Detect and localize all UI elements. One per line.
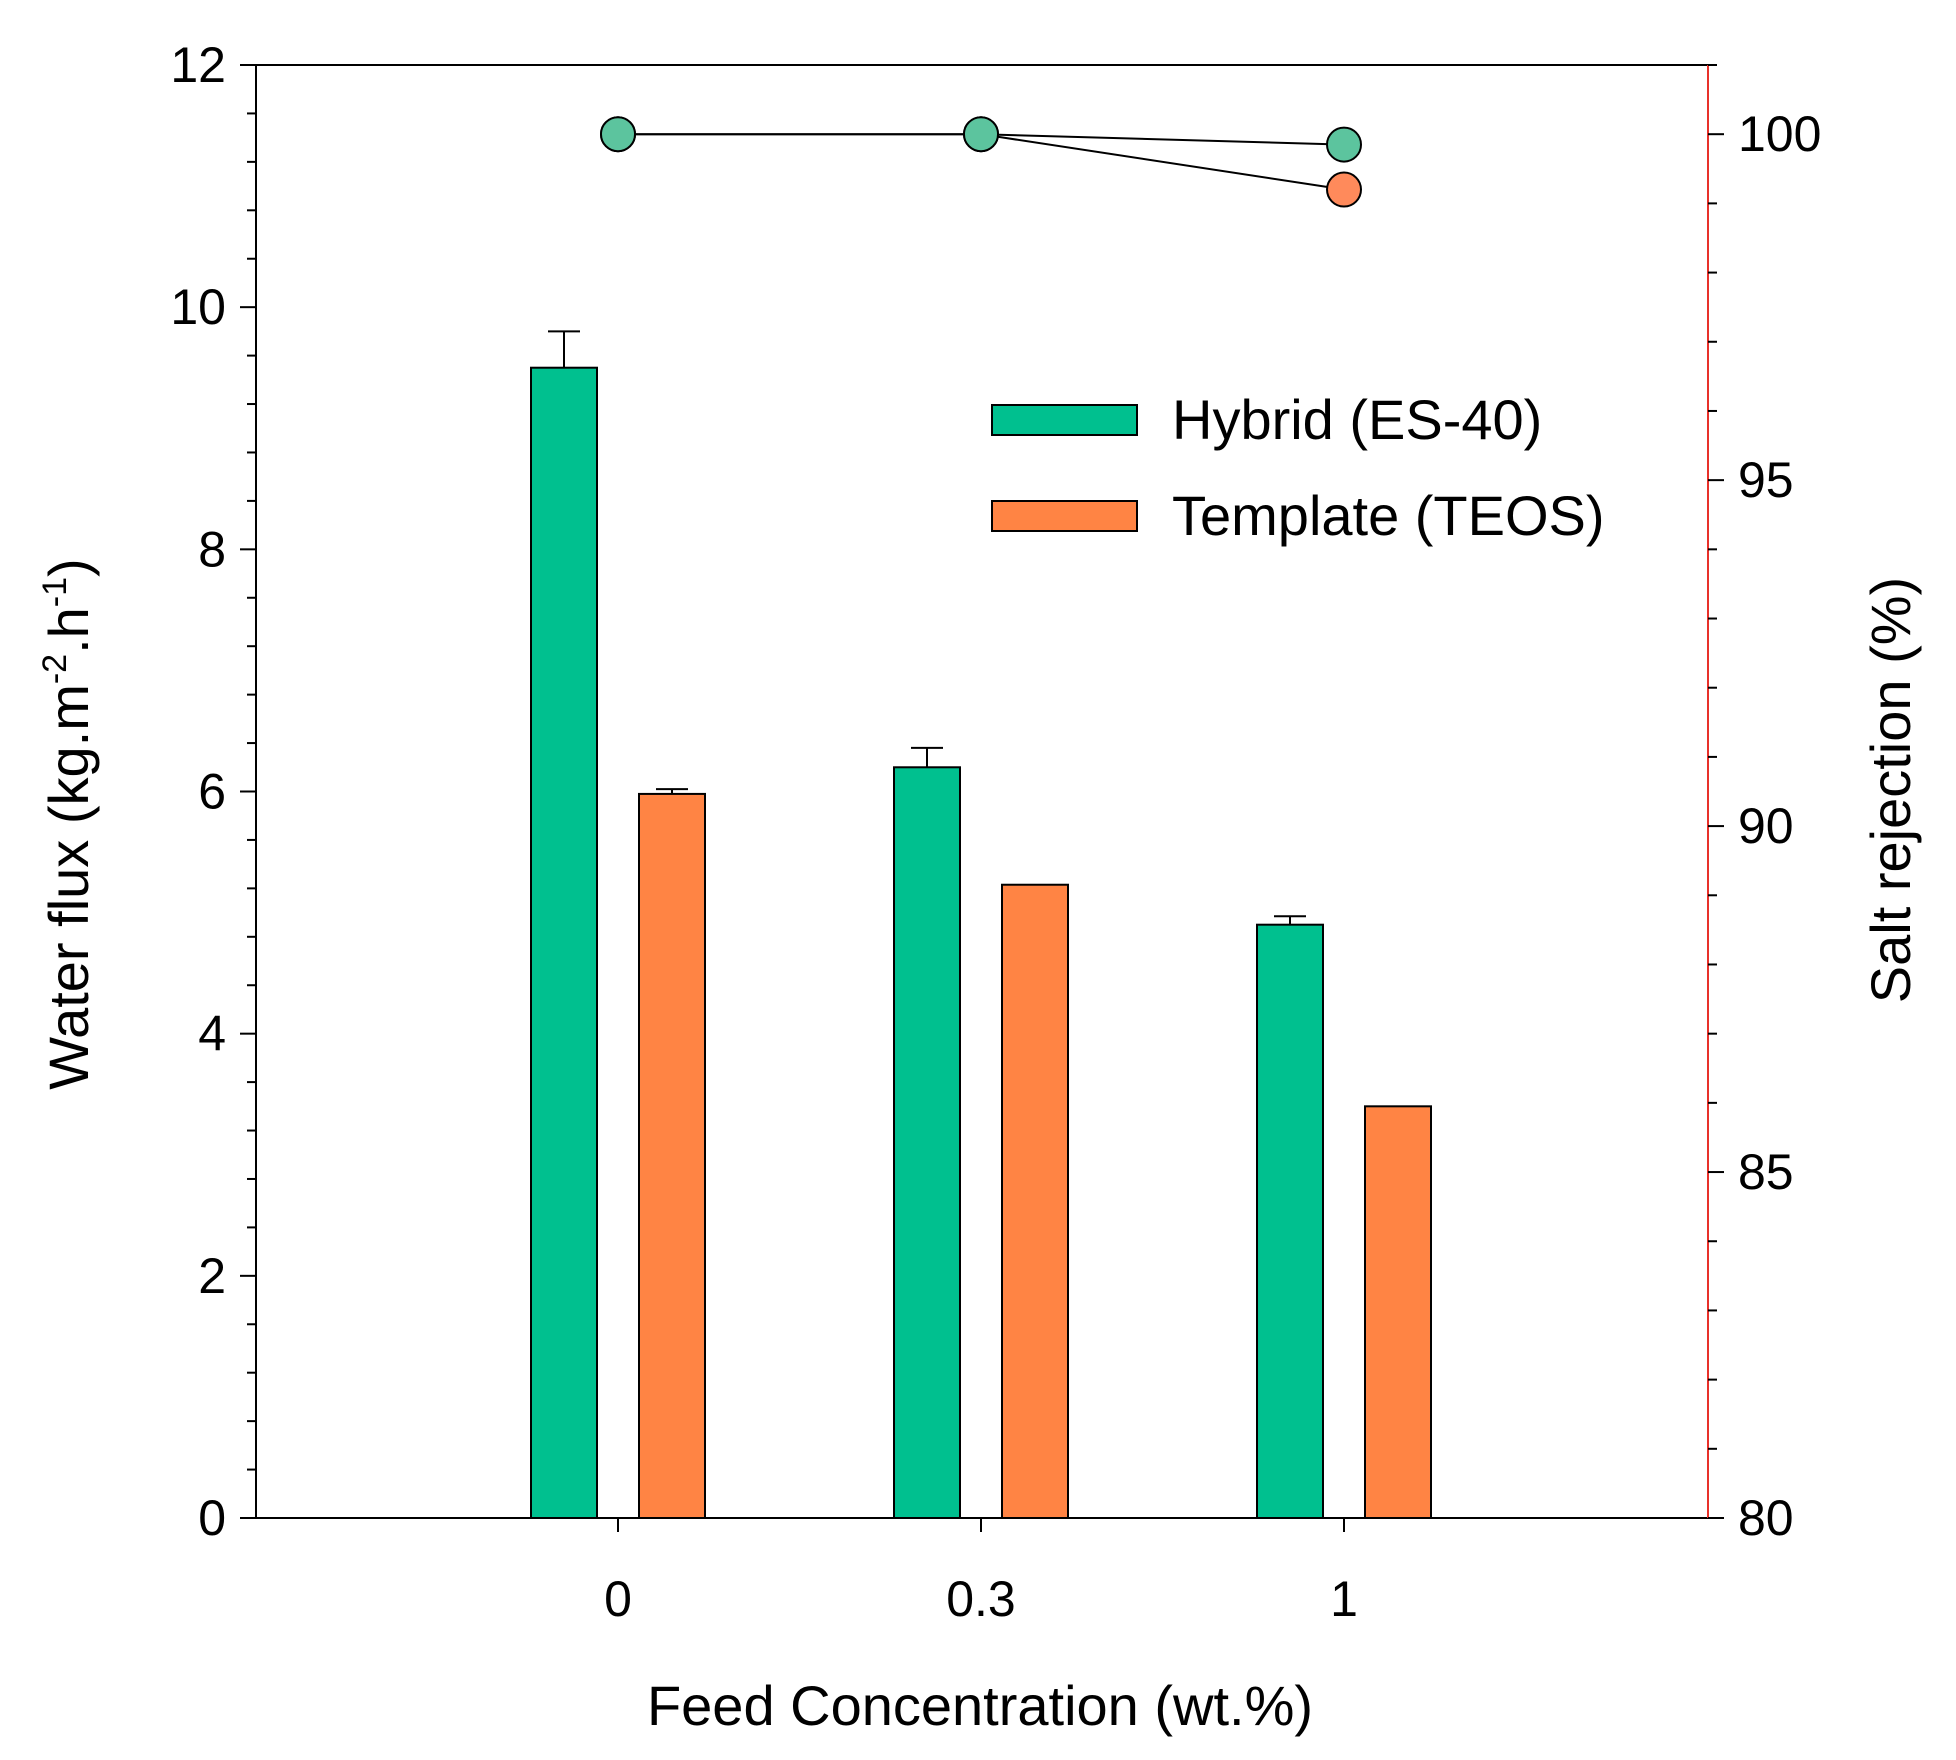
y2-tick-label: 95 [1738,452,1794,508]
y-axis-title-part: Water flux (kg.m [37,684,100,1090]
y-axis-title-part: ) [37,558,100,577]
bar [638,792,706,1519]
bar [1364,1105,1432,1519]
y2-tick-label: 100 [1738,106,1821,162]
y2-tick-label: 90 [1738,798,1794,854]
legend-swatch [991,404,1138,436]
legend-label: Hybrid (ES-40) [1172,388,1542,451]
y2-axis-title: Salt rejection (%) [1859,577,1922,1003]
y-tick-label: 12 [170,37,226,93]
axes-group: 0 2 4 6 8 10 12 80 85 90 95 100 0 0.3 1 [170,37,1821,1627]
rejection-point [963,116,999,153]
bars-group [530,330,1432,1519]
y-axis-title-superscript: -2 [36,654,74,684]
y-axis-title: Water flux (kg.m-2.h-1) [36,558,100,1089]
x-tick-label: 0.3 [946,1571,1016,1627]
bar [1256,923,1324,1519]
y2-tick-label: 80 [1738,1490,1794,1546]
x-tick-label: 0 [604,1571,632,1627]
y-axis-title-part: .h [37,607,100,654]
x-tick-label: 1 [1330,1571,1358,1627]
legend-swatch [991,500,1138,532]
rejection-point [1326,126,1362,163]
y-tick-label: 0 [198,1490,226,1546]
y-tick-label: 4 [198,1006,226,1062]
x-axis-title: Feed Concentration (wt.%) [647,1674,1313,1737]
rejection-point [1326,171,1362,208]
y2-tick-label: 85 [1738,1144,1794,1200]
legend: Hybrid (ES-40) Template (TEOS) [991,388,1605,547]
rejection-lines-group [600,116,1362,208]
legend-label: Template (TEOS) [1172,484,1605,547]
bar [1001,883,1069,1519]
y-tick-label: 6 [198,764,226,820]
y-tick-label: 10 [170,279,226,335]
bar [530,366,598,1519]
rejection-point [600,116,636,153]
y-tick-label: 8 [198,521,226,577]
y-axis-title-superscript: -1 [36,577,74,607]
y-tick-label: 2 [198,1248,226,1304]
bar [893,766,961,1519]
